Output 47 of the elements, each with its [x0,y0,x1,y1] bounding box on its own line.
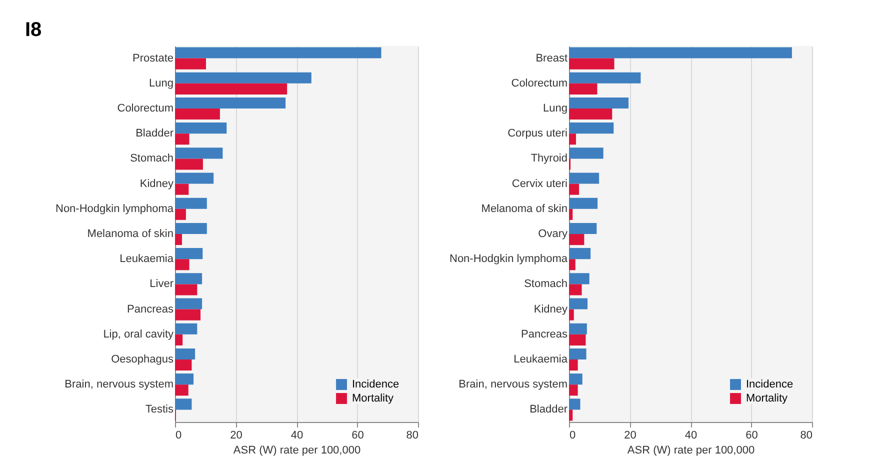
y-tick-label: Kidney [140,178,174,190]
y-tick-label: Bladder [136,128,174,140]
y-tick-label: Prostate [132,52,174,64]
y-tick-label: Lip, oral cavity [103,328,174,340]
x-tick-label: 80 [406,430,418,442]
y-tick-label: Lung [149,77,174,90]
y-tick-label: Leukaemia [120,253,174,266]
legend-label: Mortality [352,392,394,404]
y-tick-label: Liver [150,278,174,290]
chart-title: I8 [25,19,42,41]
y-tick-label: Non-Hodgkin lymphoma [56,202,174,215]
x-tick-label: 0 [570,430,576,442]
x-tick-label: 60 [352,430,364,442]
x-axis-title: ASR (W) rate per 100,000 [233,444,361,456]
y-tick-label: Colorectum [117,102,174,114]
x-tick-label: 60 [746,430,758,442]
y-tick-label: Colorectum [511,77,568,90]
x-tick-label: 20 [624,430,636,442]
legend-label: Incidence [352,378,400,390]
y-tick-label: Melanoma of skin [481,202,568,215]
x-tick-label: 40 [290,430,304,442]
x-tick-label: 20 [230,430,242,442]
y-tick-label: Stomach [130,152,174,165]
x-tick-label: 40 [684,430,698,442]
y-tick-label: Ovary [538,228,568,240]
y-tick-label: Leukaemia [514,354,568,366]
y-tick-label: Brain, nervous system [64,378,174,391]
y-tick-label: Stomach [524,278,568,290]
y-tick-label: Melanoma of skin [87,228,174,240]
y-tick-label: Bladder [530,404,568,416]
y-tick-label: Non-Hodgkin lymphoma [450,253,568,266]
legend-label: Incidence [746,378,794,390]
x-axis-title: ASR (W) rate per 100,000 [627,444,755,456]
x-tick-label: 80 [800,430,812,442]
y-tick-label: Cervix uteri [512,178,568,190]
y-tick-label: Corpus uteri [508,128,568,140]
y-tick-label: Pancreas [127,303,174,316]
x-tick-label: 0 [176,430,182,442]
y-tick-label: Testis [145,404,174,416]
y-tick-label: Pancreas [521,328,568,340]
legend-label: Mortality [746,392,788,404]
y-tick-label: Breast [536,52,568,64]
y-tick-label: Brain, nervous system [458,378,568,391]
y-tick-label: Oesophagus [111,354,174,366]
y-tick-label: Kidney [534,303,568,316]
y-tick-label: Lung [543,102,568,114]
y-tick-label: Thyroid [530,152,568,165]
